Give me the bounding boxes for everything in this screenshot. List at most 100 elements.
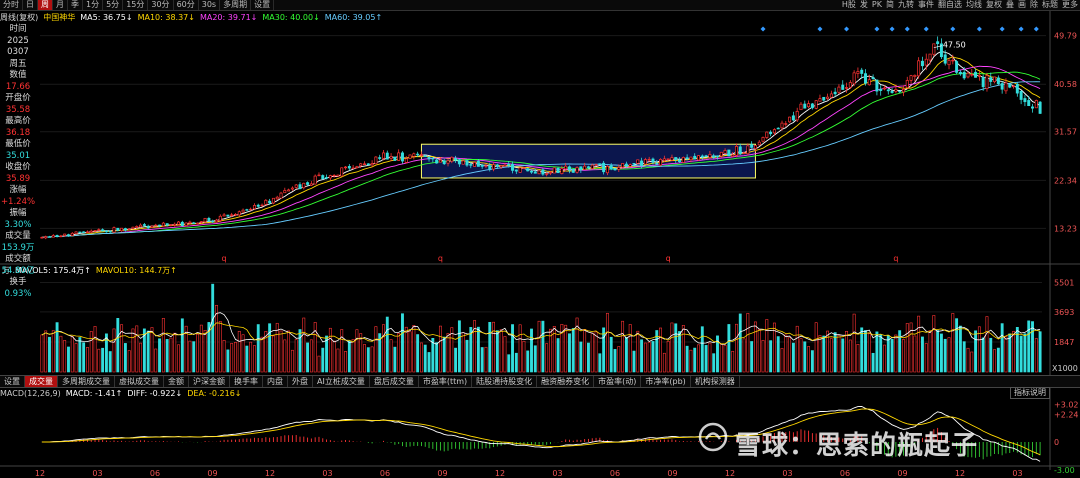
toolbar-right-button-12[interactable]: 标题 <box>1042 0 1058 9</box>
indicator-tab-8[interactable]: 外盘 <box>288 376 313 387</box>
candle-body <box>63 233 67 236</box>
candle-body <box>890 90 894 93</box>
info-panel: 时间 2025 0307 周五 数值 17.66 开盘价 35.58 最高价 36.18 最低价 35… <box>0 24 36 300</box>
toolbar-right-button-10[interactable]: 画 <box>1018 0 1026 9</box>
indicator-tab-5[interactable]: 沪深金额 <box>189 376 230 387</box>
indicator-help-button[interactable]: 指标说明 <box>1010 387 1050 399</box>
indicator-tab-11[interactable]: 市盈率(ttm) <box>419 376 473 387</box>
candle-body <box>469 164 473 166</box>
toolbar-right-button-7[interactable]: 均线 <box>966 0 982 9</box>
candle-body <box>901 88 905 93</box>
ma-legend-item-3: MA30: 40.00↓ <box>262 12 320 22</box>
candle-body <box>628 164 632 167</box>
toolbar-right-button-9[interactable]: 叠 <box>1006 0 1014 9</box>
period-button-4[interactable]: 季 <box>68 0 83 10</box>
volume-bar <box>306 342 310 373</box>
candle-body <box>526 168 530 172</box>
indicator-tab-7[interactable]: 内盘 <box>263 376 288 387</box>
period-button-2[interactable]: 周 <box>38 0 53 10</box>
macd-tick-3: -3.00 <box>1054 466 1075 475</box>
toolbar-right-button-1[interactable]: 发 <box>859 0 868 9</box>
volume-bar <box>207 322 211 373</box>
toolbar-right-button-3[interactable]: 简 <box>886 0 894 9</box>
candle-body <box>139 224 143 228</box>
candle-body <box>146 225 150 229</box>
indicator-tab-1[interactable]: 成交量 <box>25 376 58 387</box>
indicator-tab-14[interactable]: 市盈率(动) <box>594 376 642 387</box>
period-button-3[interactable]: 月 <box>53 0 68 10</box>
period-button-8[interactable]: 30分 <box>148 0 174 10</box>
indicator-tab-13[interactable]: 融资融券变化 <box>537 376 595 387</box>
candle-body <box>321 175 325 179</box>
info-value-1-0: 17.66 <box>5 81 31 92</box>
toolbar-right-button-5[interactable]: 事件 <box>918 0 934 9</box>
indicator-tab-15[interactable]: 市净率(pb) <box>641 376 691 387</box>
volume-bar <box>1034 338 1038 373</box>
candle-body <box>435 159 439 164</box>
candle-body <box>423 155 427 158</box>
toolbar-right-button-11[interactable]: 除 <box>1030 0 1038 9</box>
volume-bar <box>727 324 731 373</box>
candle-body <box>446 160 450 164</box>
candle-body <box>290 187 294 190</box>
volume-bar <box>313 322 317 373</box>
candle-body <box>662 158 666 161</box>
candle-body <box>211 220 215 223</box>
indicator-tab-10[interactable]: 盘后成交量 <box>370 376 419 387</box>
toolbar-right-button-0[interactable]: H股 <box>841 0 856 9</box>
indicator-tab-9[interactable]: AI立桩成交量 <box>313 376 370 387</box>
date-tick-2: 06 <box>150 469 160 478</box>
macd-tick-0: +3.02 <box>1054 401 1079 410</box>
price-tick-1: 40.58 <box>1054 80 1077 89</box>
volume-bar <box>791 342 795 373</box>
volume-bar <box>1027 320 1031 373</box>
indicator-tab-4[interactable]: 金额 <box>164 376 189 387</box>
indicator-tab-16[interactable]: 机构探测器 <box>691 376 740 387</box>
candle-body <box>545 173 549 175</box>
toolbar-right-button-2[interactable]: PK <box>871 0 882 9</box>
period-button-0[interactable]: 分时 <box>0 0 23 10</box>
toolbar-right-button-8[interactable]: 复权 <box>986 0 1002 9</box>
candle-body <box>55 235 59 237</box>
indicator-tab-6[interactable]: 换手率 <box>230 376 263 387</box>
candle-body <box>427 156 431 160</box>
date-tick-5: 03 <box>322 469 332 478</box>
period-button-6[interactable]: 5分 <box>103 0 124 10</box>
candle-body <box>655 162 659 165</box>
period-button-10[interactable]: 30s <box>199 0 221 10</box>
candle-body <box>917 60 921 77</box>
volume-bar <box>86 347 89 373</box>
price-tick-3: 22.34 <box>1054 176 1077 185</box>
info-label-10: 换手 <box>9 277 27 287</box>
period-button-1[interactable]: 日 <box>23 0 38 10</box>
candle-body <box>1015 83 1019 94</box>
volume-bar <box>666 341 670 373</box>
indicator-tab-12[interactable]: 陆股通持股变化 <box>472 376 538 387</box>
volume-bar <box>142 328 146 373</box>
volume-bar <box>328 327 332 373</box>
volume-bar <box>780 348 784 373</box>
period-button-12[interactable]: 设置 <box>251 0 275 10</box>
period-button-5[interactable]: 1分 <box>83 0 104 10</box>
candle-body <box>233 213 237 216</box>
toolbar-right-button-4[interactable]: 九转 <box>898 0 914 9</box>
volume-bar <box>120 324 124 373</box>
toolbar-right-button-6[interactable]: 翻自选 <box>938 0 962 9</box>
candle-body <box>981 76 985 88</box>
period-button-11[interactable]: 多周期 <box>220 0 252 10</box>
volume-bar <box>564 324 568 373</box>
period-button-9[interactable]: 60分 <box>174 0 199 10</box>
period-button-7[interactable]: 15分 <box>123 0 149 10</box>
indicator-tab-0[interactable]: 设置 <box>0 376 25 387</box>
volume-bar <box>1038 331 1042 373</box>
event-markers: 47.50 q q q q <box>222 26 1039 263</box>
toolbar-right-button-13[interactable]: 更多 <box>1062 0 1078 9</box>
volume-bar <box>829 338 833 373</box>
volume-bar <box>807 346 811 373</box>
candle-body <box>325 177 329 179</box>
candle-body <box>419 154 423 156</box>
indicator-tab-2[interactable]: 多周期成交量 <box>58 376 115 387</box>
volume-bar <box>340 329 344 373</box>
indicator-tab-3[interactable]: 虚拟成交量 <box>115 376 164 387</box>
